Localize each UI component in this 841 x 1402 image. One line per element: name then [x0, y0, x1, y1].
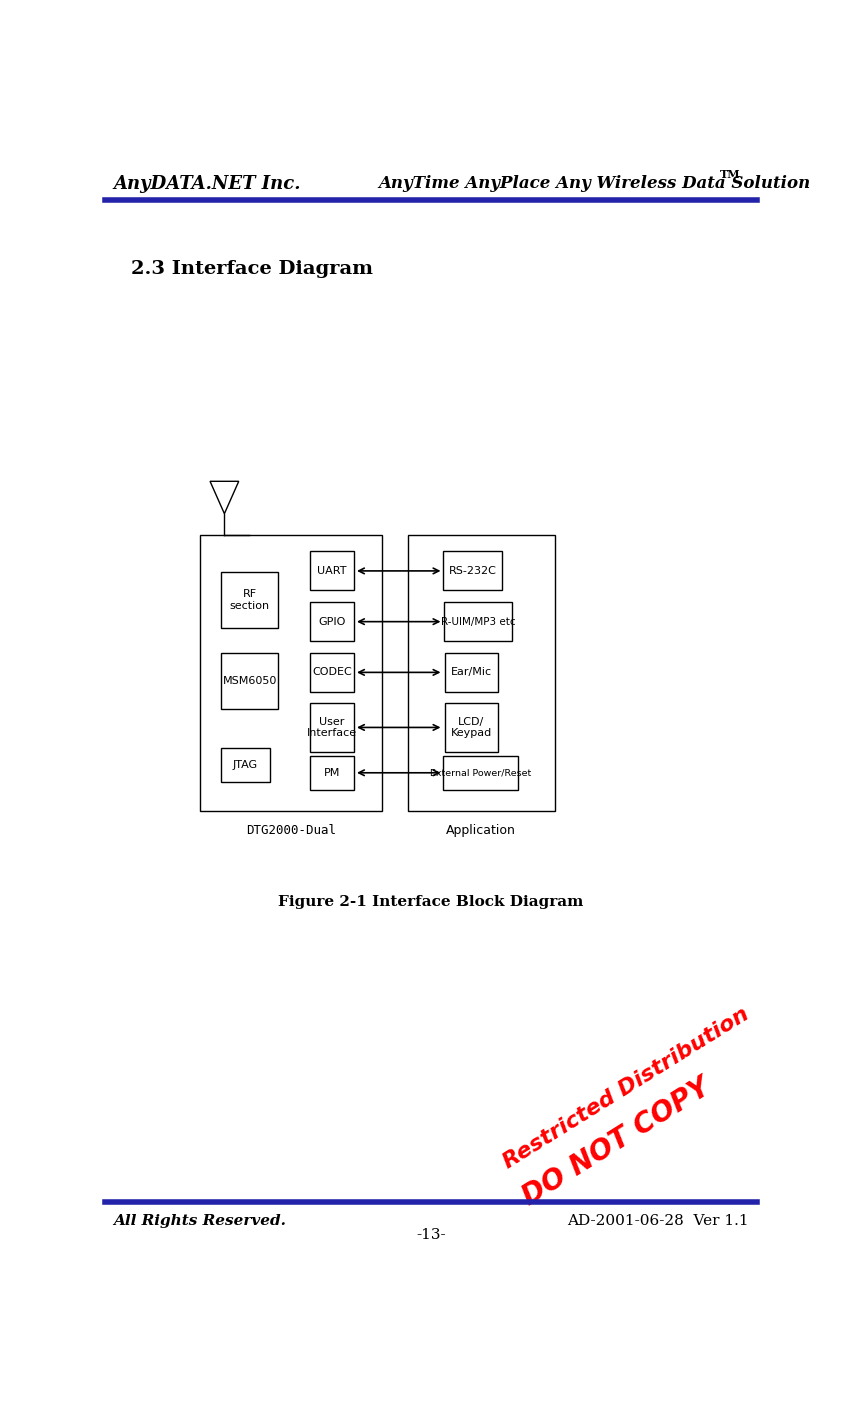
Bar	[445, 653, 498, 691]
Text: AD-2001-06-28  Ver 1.1: AD-2001-06-28 Ver 1.1	[568, 1214, 749, 1228]
Text: User
Interface: User Interface	[307, 716, 357, 739]
Bar	[408, 536, 555, 810]
Text: TM: TM	[720, 168, 741, 179]
Text: Figure 2-1 Interface Block Diagram: Figure 2-1 Interface Block Diagram	[278, 896, 584, 910]
Text: R-UIM/MP3 etc: R-UIM/MP3 etc	[441, 617, 516, 627]
Bar	[443, 756, 518, 791]
Text: RF
section: RF section	[230, 589, 270, 611]
Text: DTG2000-Dual: DTG2000-Dual	[246, 823, 336, 837]
Bar	[309, 756, 354, 791]
Bar	[199, 536, 382, 810]
Text: All Rights Reserved.: All Rights Reserved.	[113, 1214, 286, 1228]
Text: Ear/Mic: Ear/Mic	[451, 667, 492, 677]
Bar	[443, 551, 502, 590]
Text: DO NOT COPY: DO NOT COPY	[518, 1073, 716, 1211]
Text: Restricted Distribution: Restricted Distribution	[500, 1004, 753, 1172]
Bar	[309, 653, 354, 691]
Text: PM: PM	[324, 768, 340, 778]
Text: CODEC: CODEC	[312, 667, 352, 677]
Bar	[221, 572, 278, 628]
Bar	[221, 653, 278, 709]
Text: GPIO: GPIO	[318, 617, 346, 627]
Text: JTAG: JTAG	[233, 760, 258, 770]
Text: External Power/Reset: External Power/Reset	[430, 768, 532, 777]
Text: MSM6050: MSM6050	[223, 676, 277, 686]
Text: LCD/
Keypad: LCD/ Keypad	[451, 716, 492, 739]
Bar	[309, 603, 354, 641]
Text: UART: UART	[317, 566, 346, 576]
Polygon shape	[210, 481, 239, 513]
Bar	[221, 747, 270, 782]
Text: AnyDATA.NET Inc.: AnyDATA.NET Inc.	[113, 175, 300, 193]
Text: -13-: -13-	[416, 1228, 446, 1242]
Bar	[445, 702, 498, 753]
Text: AnyTime AnyPlace Any Wireless Data Solution: AnyTime AnyPlace Any Wireless Data Solut…	[378, 175, 810, 192]
Bar	[309, 702, 354, 753]
Text: RS-232C: RS-232C	[449, 566, 497, 576]
Bar	[444, 603, 512, 641]
Text: Application: Application	[447, 823, 516, 837]
Text: 2.3 Interface Diagram: 2.3 Interface Diagram	[131, 259, 373, 278]
Bar	[309, 551, 354, 590]
